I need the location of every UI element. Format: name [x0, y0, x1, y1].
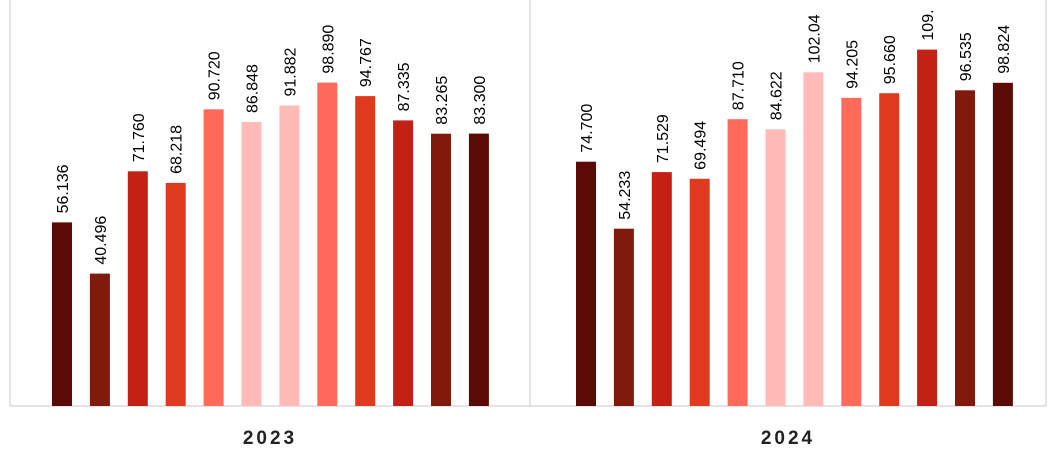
data-label: 56.136 [55, 164, 72, 213]
bars [52, 49, 1013, 407]
bar [393, 120, 414, 407]
data-label: 86.848 [245, 64, 262, 113]
bar [689, 178, 710, 406]
bar [955, 90, 975, 407]
bar [613, 228, 634, 406]
data-label: 71.529 [655, 114, 672, 163]
data-label: 40.496 [93, 216, 110, 265]
group-label: 2023 [243, 428, 297, 448]
bar [203, 109, 224, 407]
data-label: 68.218 [169, 125, 186, 174]
value-labels: 56.136 40.496 71.760 68.218 90.720 86.848 91.8… [55, 9, 1013, 264]
bar [765, 129, 786, 407]
bar [89, 273, 110, 406]
data-label: 69.494 [693, 121, 710, 170]
bar [803, 72, 824, 407]
group-labels: 2023 2024 [243, 428, 815, 449]
data-label: 83.265 [434, 76, 451, 125]
bar [917, 49, 938, 406]
bar [355, 96, 376, 406]
data-label: 84.622 [769, 71, 786, 120]
data-label: 54.233 [617, 171, 634, 220]
data-label: 74.700 [579, 104, 596, 153]
bar [841, 97, 862, 407]
bar [431, 133, 451, 406]
bar [127, 171, 148, 406]
bar [879, 93, 900, 406]
data-label: 98.824 [996, 25, 1013, 74]
data-label: 90.720 [207, 51, 224, 100]
bar [727, 119, 748, 406]
data-label: 94.767 [358, 38, 375, 87]
data-label: 102.04 [806, 14, 823, 63]
data-label: 87.335 [396, 62, 413, 111]
bar [52, 222, 72, 406]
bar [165, 182, 186, 406]
data-label: 95.660 [882, 35, 899, 84]
data-label: 109. [920, 9, 937, 40]
bar [317, 82, 338, 406]
bar [279, 105, 300, 406]
data-label: 91.882 [282, 47, 299, 96]
bar [651, 172, 672, 406]
bar [241, 122, 262, 406]
data-label: 71.760 [131, 113, 148, 162]
bar [576, 161, 596, 406]
data-label: 98.890 [320, 25, 337, 74]
data-label: 83.300 [472, 76, 489, 125]
bar [992, 82, 1013, 407]
data-label: 87.710 [731, 61, 748, 110]
data-label: 94.205 [844, 40, 861, 89]
bar [468, 133, 489, 406]
group-label: 2024 [761, 428, 815, 448]
data-label: 96.535 [958, 32, 975, 81]
